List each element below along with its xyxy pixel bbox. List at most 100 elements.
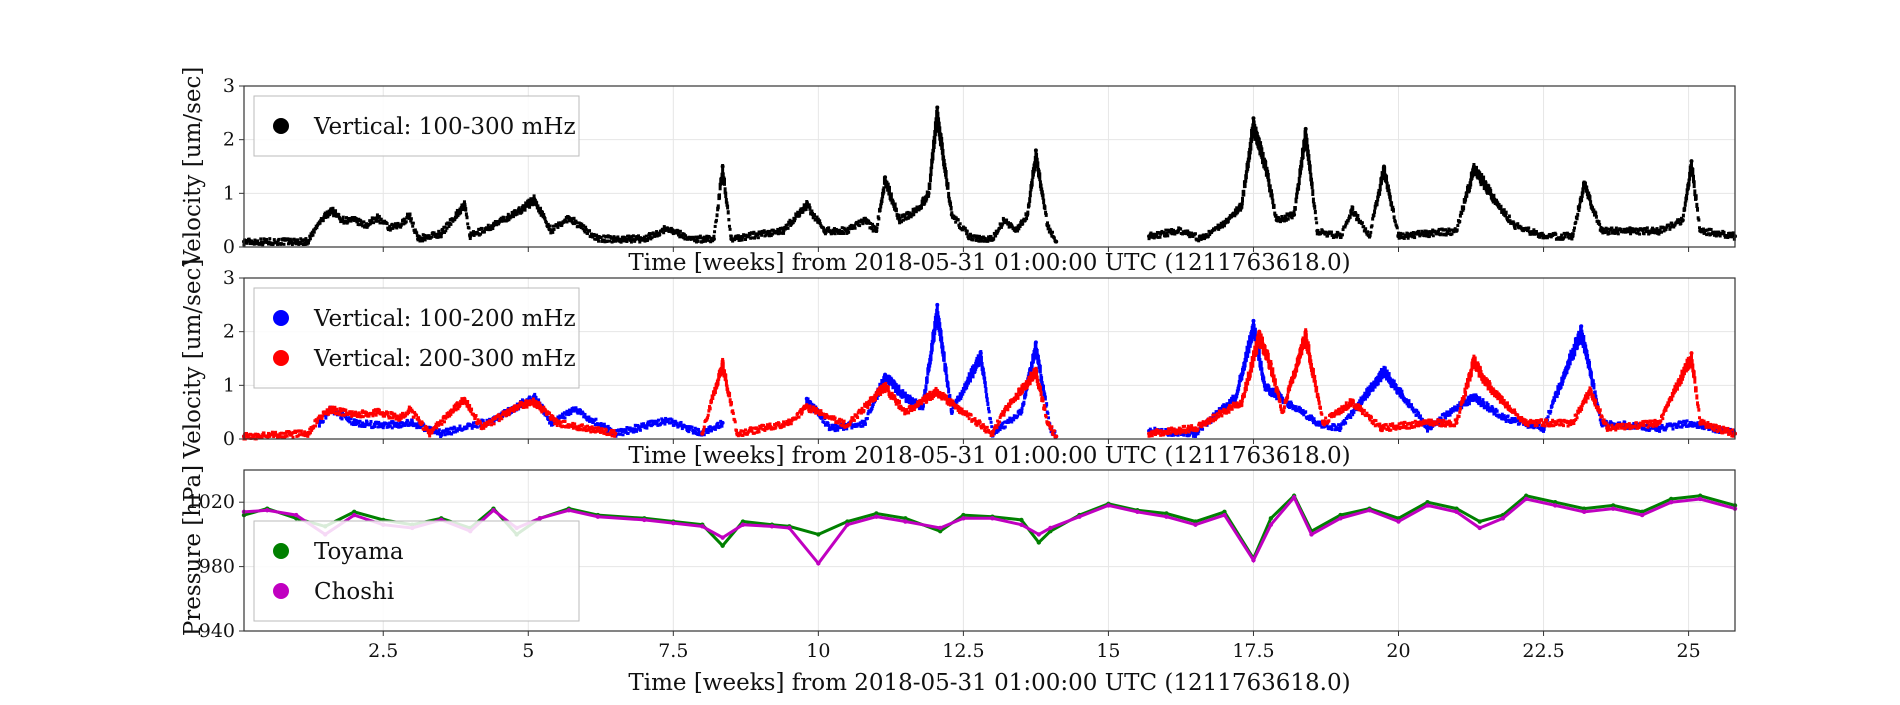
point-1-1-27-10 xyxy=(788,219,791,222)
point-2-1-42-20 xyxy=(1592,383,1595,390)
point-2-1-32-9 xyxy=(1258,349,1261,360)
peak-1-1-41 xyxy=(979,237,983,241)
point-1-1-30-12 xyxy=(854,227,857,230)
point-1-1-26-42 xyxy=(757,236,760,239)
point-1-1-20-55 xyxy=(632,234,635,237)
point-2-2-17-24 xyxy=(751,427,754,430)
point-2-2-17-13 xyxy=(744,428,747,431)
point-1-1-61-2 xyxy=(1369,231,1372,234)
peak-1-1-38 xyxy=(935,105,939,109)
point-2-1-20-5 xyxy=(924,384,927,390)
point-1-1-24-7 xyxy=(717,204,720,209)
peak-1-1-62 xyxy=(1368,234,1372,238)
point-1-1-78-46 xyxy=(1728,232,1731,235)
point-2-1-37-57 xyxy=(1419,414,1422,417)
peak-1-1-44 xyxy=(1014,229,1018,233)
point-2-1-23-15 xyxy=(989,417,992,420)
peak-2-1-20 xyxy=(903,394,907,398)
point-1-1-29-7 xyxy=(827,226,830,229)
point-2-1-6-56 xyxy=(476,426,479,429)
peak-2-1-21 xyxy=(921,405,925,409)
point-2-2-3-23 xyxy=(344,409,347,412)
peak-2-1-39 xyxy=(1426,426,1430,430)
point-1-1-37-14 xyxy=(945,170,948,179)
point-2-1-26-12 xyxy=(1042,385,1045,391)
point-2-1-34-18 xyxy=(1304,410,1307,413)
point-2-2-5-16 xyxy=(386,411,389,414)
point-1-1-24-4 xyxy=(715,219,718,222)
peak-2-1-6 xyxy=(410,421,414,425)
point-1-1-25-5 xyxy=(724,192,727,198)
point-1-1-43-17 xyxy=(1025,217,1028,220)
point-1-1-70-28 xyxy=(1560,234,1563,237)
point-2-2-0-58 xyxy=(280,432,283,435)
point-2-1-23-17 xyxy=(990,425,993,428)
point-1-1-24-9 xyxy=(718,193,721,199)
point-1-1-65-11 xyxy=(1462,205,1465,210)
point-1-1-61-4 xyxy=(1371,224,1374,227)
point-1-1-32-4 xyxy=(877,217,880,220)
point-1-1-62-18 xyxy=(1394,220,1397,223)
point-2-2-17-51 xyxy=(769,423,772,426)
point-1-1-57-17 xyxy=(1315,221,1318,224)
peak-1-1-60 xyxy=(1338,234,1342,238)
point-2-2-4-14 xyxy=(362,415,365,418)
point-2-1-40-8 xyxy=(1507,415,1510,418)
point-2-2-9-8 xyxy=(468,404,471,408)
point-2-1-11-67 xyxy=(657,419,660,422)
peak-2-1-4 xyxy=(352,421,356,425)
peak-1-1-5 xyxy=(341,218,345,222)
point-1-1-56-8 xyxy=(1298,177,1301,185)
point-2-1-43-1 xyxy=(1601,424,1604,427)
point-1-1-62-10 xyxy=(1389,195,1392,201)
peak-1-1-76 xyxy=(1658,229,1662,233)
peak-1-1-72 xyxy=(1571,234,1575,238)
point-2-1-3-37 xyxy=(377,425,380,428)
peak-1-1-20 xyxy=(567,215,571,219)
point-2-2-3-9 xyxy=(335,408,338,412)
peak-1-1-61 xyxy=(1350,207,1354,211)
point-1-1-65-5 xyxy=(1458,220,1461,223)
point-1-1-34-22 xyxy=(912,212,915,216)
point-1-1-25-9 xyxy=(727,210,730,214)
legend-1: Vertical: 100-300 mHz xyxy=(254,96,579,156)
point-1-1-20-65 xyxy=(638,241,641,244)
point-1-1-62-16 xyxy=(1393,215,1396,219)
point-2-1-25-7 xyxy=(1024,391,1027,397)
point-1-1-21-24 xyxy=(658,233,661,236)
point-2-1-23-11 xyxy=(986,402,989,406)
point-2-2-1-12 xyxy=(314,424,317,427)
peak-1-1-29 xyxy=(805,202,809,206)
point-1-1-77-9 xyxy=(1696,207,1699,212)
point-1-1-6-12 xyxy=(372,221,375,224)
peak-1-1-59 xyxy=(1315,229,1319,233)
peak-1-1-26 xyxy=(721,165,725,169)
peak-2-1-33 xyxy=(1251,319,1255,323)
point-1-1-45-14 xyxy=(1043,205,1046,210)
peak-2-1-17 xyxy=(828,426,832,430)
point-1-1-1-4 xyxy=(309,237,312,240)
point-2-2-17-6 xyxy=(740,429,743,432)
point-2-1-17-4 xyxy=(866,417,869,420)
point-2-2-5-11 xyxy=(383,415,386,418)
peak-1-1-24 xyxy=(689,237,693,241)
point-1-1-18-24 xyxy=(565,220,568,223)
point-2-1-38-35 xyxy=(1449,414,1452,417)
y-tick-label-1-3: 2 xyxy=(223,129,235,151)
point-2-1-42-16 xyxy=(1590,371,1593,379)
point-1-1-5-10 xyxy=(359,219,362,222)
peak-1-1-77 xyxy=(1681,218,1685,222)
point-1-1-26-47 xyxy=(760,234,763,237)
point-1-1-59-15 xyxy=(1349,215,1352,219)
point-2-2-17-65 xyxy=(778,422,781,425)
point-2-2-9-11 xyxy=(470,408,473,412)
peak-2-1-45 xyxy=(1658,426,1662,430)
point-1-1-37-17 xyxy=(947,182,950,190)
point-1-1-76-3 xyxy=(1683,207,1686,212)
peak-1-1-16 xyxy=(491,224,495,228)
peak-2-1-5 xyxy=(381,424,385,428)
point-2-2-8-19 xyxy=(440,423,443,426)
peak-1-1-11 xyxy=(407,213,411,217)
peak-1-1-14 xyxy=(462,202,466,206)
